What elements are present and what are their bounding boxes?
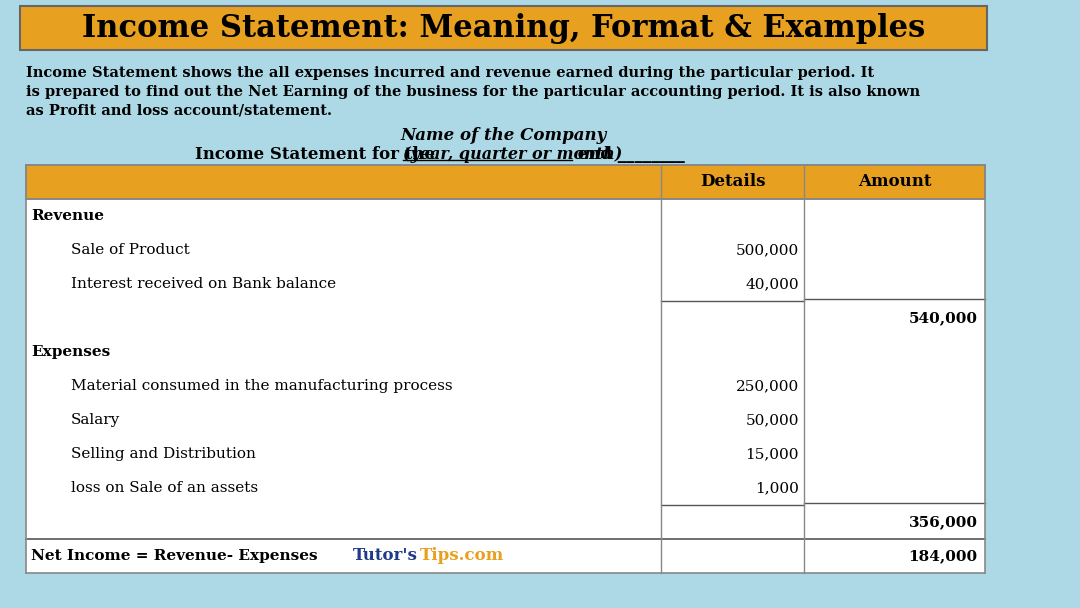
- Text: Income Statement for the: Income Statement for the: [194, 146, 441, 163]
- Text: Revenue: Revenue: [31, 209, 104, 223]
- Text: Material consumed in the manufacturing process: Material consumed in the manufacturing p…: [71, 379, 453, 393]
- Text: Salary: Salary: [71, 413, 120, 427]
- FancyBboxPatch shape: [26, 199, 985, 573]
- Text: loss on Sale of an assets: loss on Sale of an assets: [71, 481, 258, 495]
- Text: 15,000: 15,000: [745, 447, 799, 461]
- Text: 356,000: 356,000: [908, 515, 977, 529]
- Text: Details: Details: [700, 173, 766, 190]
- Text: Expenses: Expenses: [31, 345, 110, 359]
- Text: 250,000: 250,000: [735, 379, 799, 393]
- Text: as Profit and loss account/statement.: as Profit and loss account/statement.: [26, 104, 333, 118]
- Text: Income Statement: Meaning, Format & Examples: Income Statement: Meaning, Format & Exam…: [82, 13, 924, 44]
- Text: 184,000: 184,000: [908, 549, 977, 563]
- Text: end ________: end ________: [571, 146, 685, 163]
- Text: 50,000: 50,000: [745, 413, 799, 427]
- Text: (year, quarter or month): (year, quarter or month): [403, 146, 623, 163]
- FancyBboxPatch shape: [26, 165, 985, 199]
- Text: Sale of Product: Sale of Product: [71, 243, 189, 257]
- Text: 540,000: 540,000: [908, 311, 977, 325]
- Text: Name of the Company: Name of the Company: [401, 127, 607, 144]
- Text: is prepared to find out the Net Earning of the business for the particular accou: is prepared to find out the Net Earning …: [26, 85, 920, 99]
- Text: 40,000: 40,000: [745, 277, 799, 291]
- Text: Net Income = Revenue- Expenses: Net Income = Revenue- Expenses: [31, 549, 318, 563]
- Text: 500,000: 500,000: [735, 243, 799, 257]
- Text: Tips.com: Tips.com: [419, 547, 503, 564]
- Text: 1,000: 1,000: [755, 481, 799, 495]
- Text: Amount: Amount: [858, 173, 931, 190]
- FancyBboxPatch shape: [19, 6, 987, 50]
- Text: Tutor's: Tutor's: [353, 547, 418, 564]
- Text: Interest received on Bank balance: Interest received on Bank balance: [71, 277, 336, 291]
- Text: Income Statement shows the all expenses incurred and revenue earned during the p: Income Statement shows the all expenses …: [26, 66, 875, 80]
- Text: Selling and Distribution: Selling and Distribution: [71, 447, 256, 461]
